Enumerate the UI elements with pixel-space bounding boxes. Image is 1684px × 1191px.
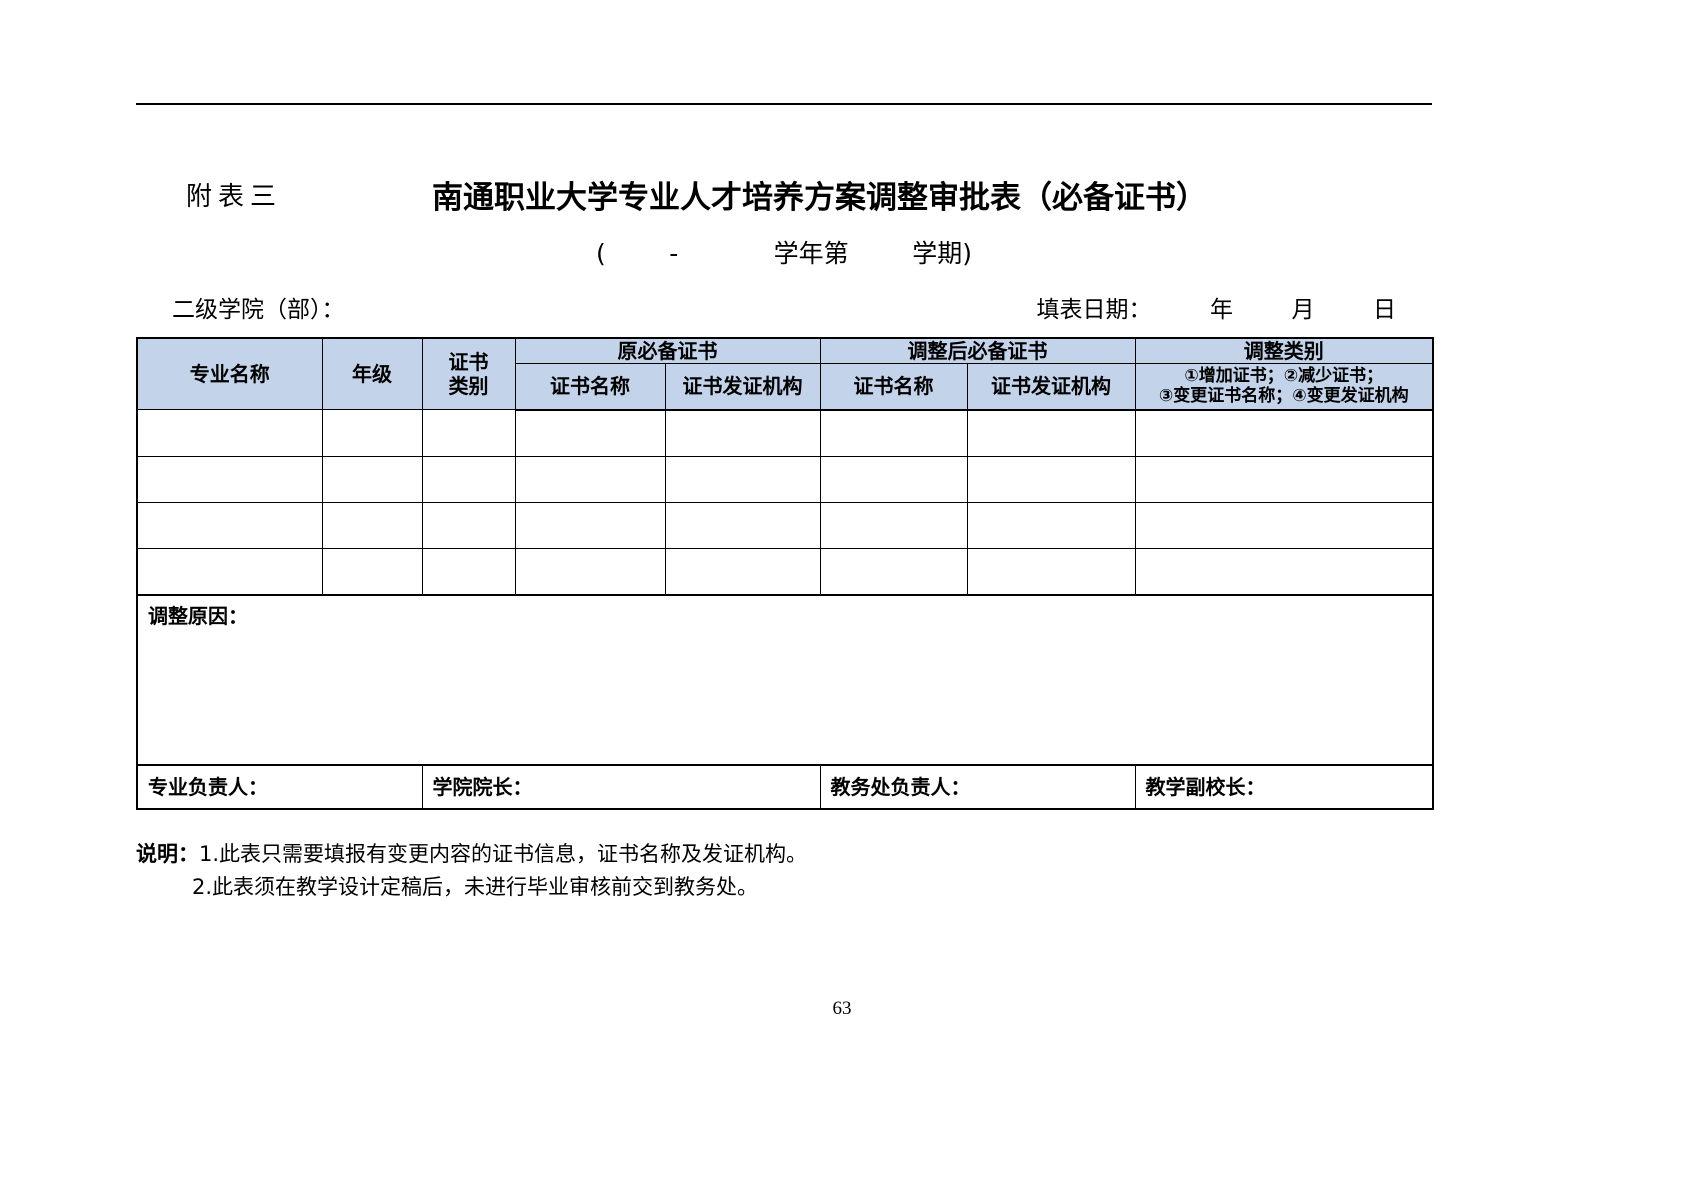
cell-cert-type[interactable] [421,455,516,503]
header-rule [136,103,1432,105]
cell-grade[interactable] [321,547,423,596]
cell-major-name[interactable] [136,409,323,457]
cell-cert-name-original[interactable] [514,547,666,596]
cell-adjust-category[interactable] [1134,455,1434,503]
table-header-row-1: 专业名称 年级 证书 类别 原必备证书 调整后必备证书 调整类别 [136,337,1434,411]
cell-cert-name-adjusted[interactable] [819,455,968,503]
header-cert-issuer-adjusted: 证书发证机构 [966,362,1136,411]
cell-grade[interactable] [321,455,423,503]
table-row [136,409,1434,457]
attachment-label: 附表三 [186,182,283,211]
signature-major-leader[interactable]: 专业负责人： [136,764,423,810]
cell-cert-name-original[interactable] [514,455,666,503]
page-number: 63 [832,998,852,1019]
cell-major-name[interactable] [136,501,323,549]
cell-cert-issuer-original[interactable] [664,501,821,549]
header-cert-issuer-original: 证书发证机构 [664,362,821,411]
page-title: 南通职业大学专业人才培养方案调整审批表（必备证书） [432,180,1207,216]
table-row [136,455,1434,503]
header-original-cert: 原必备证书 [514,337,821,364]
department-field-label[interactable]: 二级学院（部）： [172,297,345,323]
cell-cert-name-adjusted[interactable] [819,501,968,549]
cell-cert-type[interactable] [421,547,516,596]
table-header-row-2: 证书名称 证书发证机构 证书名称 证书发证机构 ①增加证书；②减少证书； ③变更… [137,362,1434,411]
cell-cert-issuer-original[interactable] [664,547,821,596]
signature-college-dean[interactable]: 学院院长： [421,764,821,810]
signature-academic-affairs[interactable]: 教务处负责人： [819,764,1136,810]
header-adjust-category-detail: ①增加证书；②减少证书； ③变更证书名称；④变更发证机构 [1134,362,1434,411]
header-grade: 年级 [321,337,423,411]
fill-date-field-label[interactable]: 填表日期： 年 月 日 [1036,297,1396,323]
table-row [136,547,1434,596]
notes-prefix: 说明： [136,842,199,866]
cell-cert-name-original[interactable] [514,501,666,549]
cell-cert-type[interactable] [421,409,516,457]
cell-adjust-category[interactable] [1134,547,1434,596]
header-major-name: 专业名称 [136,337,323,411]
cell-cert-issuer-adjusted[interactable] [966,455,1136,503]
signature-row: 专业负责人： 学院院长： 教务处负责人： 教学副校长： [136,764,1434,810]
cell-cert-type[interactable] [421,501,516,549]
cell-adjust-category[interactable] [1134,409,1434,457]
cell-cert-name-original[interactable] [514,409,666,457]
cell-cert-issuer-original[interactable] [664,455,821,503]
cell-cert-name-adjusted[interactable] [819,409,968,457]
cell-major-name[interactable] [136,455,323,503]
header-cert-type: 证书 类别 [421,337,516,411]
cell-grade[interactable] [321,501,423,549]
cell-adjust-category[interactable] [1134,501,1434,549]
adjust-reason-row: 调整原因： [136,594,1434,766]
info-line: 二级学院（部）： 填表日期： 年 月 日 [136,290,1432,324]
cell-grade[interactable] [321,409,423,457]
header-adjust-category: 调整类别 [1134,337,1434,364]
table-row [136,501,1434,549]
header-cert-name-adjusted: 证书名称 [819,362,968,411]
header-adjusted-cert: 调整后必备证书 [819,337,1136,364]
title-block: 附表三 南通职业大学专业人才培养方案调整审批表（必备证书） [136,172,1432,218]
note-line-1: 说明：1.此表只需要填报有变更内容的证书信息，证书名称及发证机构。 [136,838,1456,871]
adjust-reason-label[interactable]: 调整原因： [136,594,1434,766]
cell-cert-issuer-adjusted[interactable] [966,501,1136,549]
signature-vice-president[interactable]: 教学副校长： [1134,764,1434,810]
note-text-1: 1.此表只需要填报有变更内容的证书信息，证书名称及发证机构。 [199,842,808,866]
cell-cert-issuer-adjusted[interactable] [966,547,1136,596]
cell-cert-issuer-adjusted[interactable] [966,409,1136,457]
note-text-2: 2.此表须在教学设计定稿后，未进行毕业审核前交到教务处。 [192,874,759,899]
note-line-2: 2.此表须在教学设计定稿后，未进行毕业审核前交到教务处。 [136,871,1456,904]
cell-major-name[interactable] [136,547,323,596]
cell-cert-name-adjusted[interactable] [819,547,968,596]
subtitle-academic-term: ( - 学年第 学期) [595,239,973,268]
approval-form-table: 专业名称 年级 证书 类别 原必备证书 调整后必备证书 调整类别 证书名称 证书… [136,337,1434,810]
cell-cert-issuer-original[interactable] [664,409,821,457]
notes-block: 说明：1.此表只需要填报有变更内容的证书信息，证书名称及发证机构。 2.此表须在… [136,838,1456,903]
header-cert-name-original: 证书名称 [514,362,666,411]
